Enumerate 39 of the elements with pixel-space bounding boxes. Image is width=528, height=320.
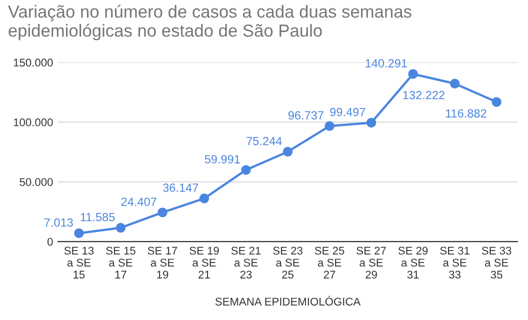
point: [282, 146, 293, 157]
point: [492, 97, 502, 107]
x-tick-label: SE 31 a SE 33: [440, 246, 470, 279]
x-tick-label: SE 19 a SE 21: [190, 246, 219, 278]
data-label: 99.497: [330, 108, 366, 116]
x-tick-label: SE 17 a SE 19: [148, 246, 178, 279]
point: [408, 69, 418, 79]
point: [366, 118, 376, 128]
data-label: 140.291: [366, 59, 407, 68]
data-label: 132.222: [403, 90, 444, 100]
x-axis-title: SEMANA EPIDEMIOLÓGICA: [215, 296, 361, 306]
y-tick-label: 0: [47, 238, 53, 246]
x-tick-label: SE 25 a SE 27: [314, 246, 344, 278]
point: [116, 222, 126, 233]
x-tick-label: SE 15 a SE 17: [106, 246, 136, 278]
data-label: 7.013: [44, 218, 73, 227]
x-tick-label: SE 33 a SE 35: [482, 246, 512, 279]
data-label: 36.147: [163, 184, 198, 192]
y-tick-label: 150.000: [14, 58, 53, 67]
x-tick-label: SE 27 a SE 29: [356, 246, 386, 279]
x-tick-label: SE 13 a SE 15: [64, 246, 94, 279]
point: [241, 165, 251, 175]
x-tick-label: SE 21 a SE 23: [231, 246, 261, 279]
data-label: 96.737: [288, 111, 324, 120]
data-label: 24.407: [121, 198, 156, 206]
data-label: 11.585: [80, 212, 115, 222]
y-tick-label: 50.000: [20, 178, 53, 186]
data-label: 75.244: [246, 136, 282, 146]
data-label: 59.991: [204, 155, 240, 164]
x-tick-label: SE 29 a SE 31: [398, 246, 428, 279]
point: [74, 228, 84, 238]
chart-title: Variação no número de casos a cada duas semanas epidemiológicas no estado de São Paulo: [8, 4, 412, 40]
point: [158, 208, 168, 218]
data-label: 116.882: [446, 109, 486, 118]
point: [199, 194, 210, 204]
point: [324, 121, 334, 131]
x-tick-label: SE 23 a SE 25: [273, 246, 302, 279]
point: [450, 78, 460, 88]
y-tick-label: 100.000: [14, 118, 53, 126]
